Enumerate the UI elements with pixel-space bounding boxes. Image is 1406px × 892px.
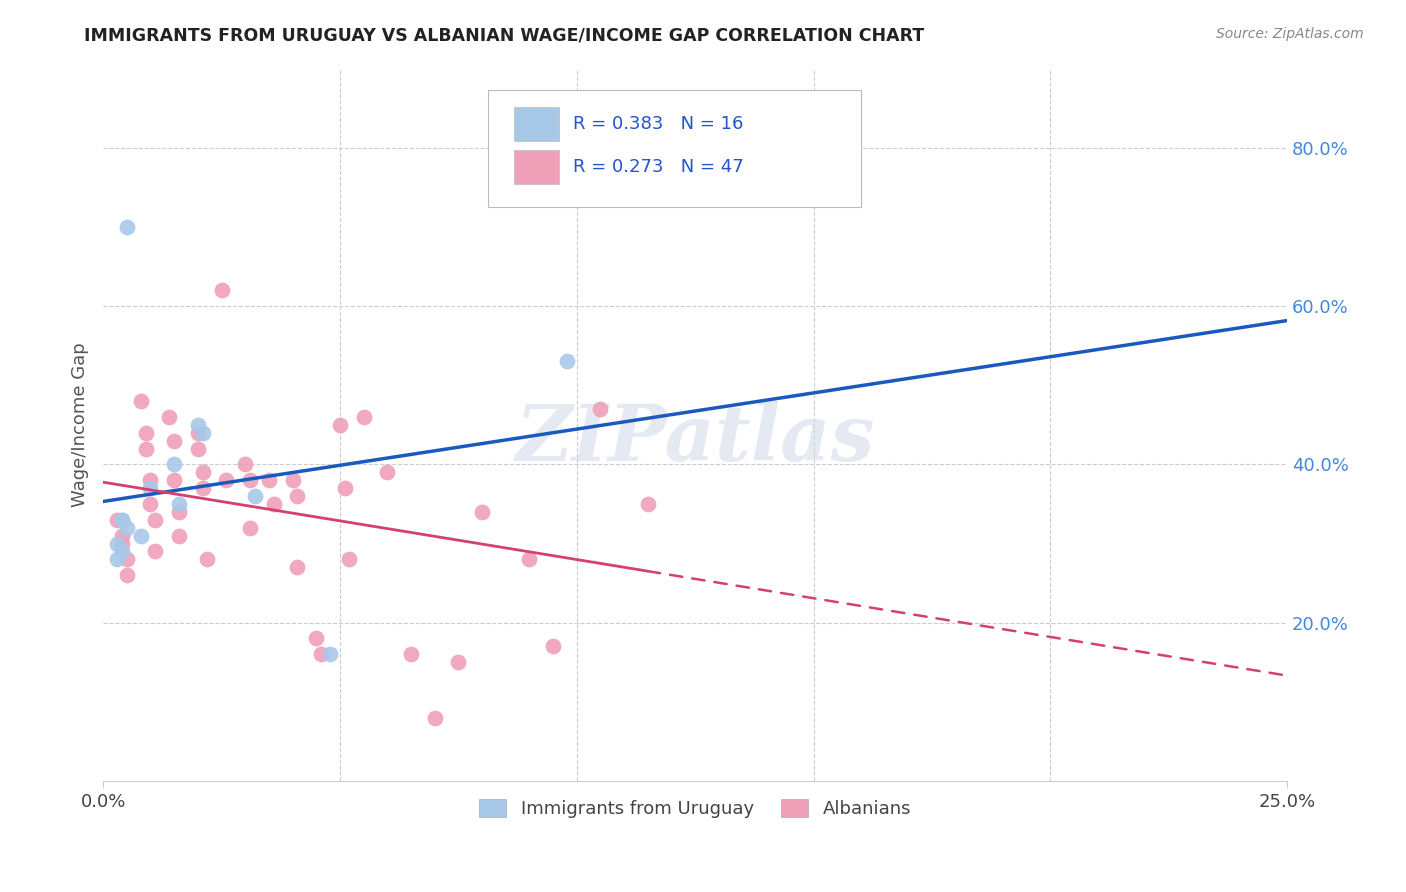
Point bbox=[111, 513, 134, 527]
Point bbox=[135, 425, 157, 440]
Point bbox=[163, 473, 186, 487]
Text: Source: ZipAtlas.com: Source: ZipAtlas.com bbox=[1216, 27, 1364, 41]
Point bbox=[319, 648, 342, 662]
Point bbox=[309, 648, 332, 662]
Point bbox=[187, 442, 209, 456]
Text: R = 0.273   N = 47: R = 0.273 N = 47 bbox=[574, 158, 744, 176]
Point bbox=[191, 465, 214, 479]
Point bbox=[187, 425, 209, 440]
Point bbox=[447, 655, 470, 669]
Point bbox=[139, 473, 162, 487]
Point bbox=[163, 458, 186, 472]
FancyBboxPatch shape bbox=[488, 90, 860, 208]
Point bbox=[375, 465, 398, 479]
Text: ZIPatlas: ZIPatlas bbox=[516, 401, 875, 477]
Point bbox=[191, 425, 214, 440]
Point bbox=[167, 528, 190, 542]
Point bbox=[399, 648, 422, 662]
Point bbox=[555, 354, 578, 368]
Point bbox=[353, 409, 375, 424]
FancyBboxPatch shape bbox=[515, 150, 560, 184]
Point bbox=[281, 473, 304, 487]
Point bbox=[211, 283, 233, 297]
Point bbox=[471, 505, 494, 519]
Point bbox=[129, 394, 152, 409]
FancyBboxPatch shape bbox=[515, 107, 560, 141]
Point bbox=[105, 536, 128, 550]
Point bbox=[129, 528, 152, 542]
Point bbox=[143, 513, 166, 527]
Point bbox=[195, 552, 218, 566]
Point bbox=[285, 489, 308, 503]
Point bbox=[115, 219, 138, 234]
Point bbox=[637, 497, 659, 511]
Point bbox=[135, 442, 157, 456]
Point bbox=[163, 434, 186, 448]
Point bbox=[111, 544, 134, 558]
Point bbox=[257, 473, 280, 487]
Point bbox=[589, 401, 612, 416]
Legend: Immigrants from Uruguay, Albanians: Immigrants from Uruguay, Albanians bbox=[472, 791, 918, 825]
Point bbox=[239, 473, 262, 487]
Point bbox=[305, 632, 328, 646]
Point bbox=[333, 481, 356, 495]
Point bbox=[541, 640, 564, 654]
Point bbox=[167, 497, 190, 511]
Point bbox=[111, 528, 134, 542]
Point bbox=[105, 513, 128, 527]
Point bbox=[239, 521, 262, 535]
Point bbox=[339, 552, 361, 566]
Point bbox=[111, 536, 134, 550]
Point bbox=[167, 505, 190, 519]
Point bbox=[115, 521, 138, 535]
Point bbox=[159, 409, 181, 424]
Point bbox=[263, 497, 285, 511]
Text: IMMIGRANTS FROM URUGUAY VS ALBANIAN WAGE/INCOME GAP CORRELATION CHART: IMMIGRANTS FROM URUGUAY VS ALBANIAN WAGE… bbox=[84, 27, 925, 45]
Point bbox=[187, 417, 209, 432]
Point bbox=[139, 481, 162, 495]
Point bbox=[115, 552, 138, 566]
Point bbox=[517, 552, 540, 566]
Point bbox=[191, 481, 214, 495]
Point bbox=[215, 473, 238, 487]
Point bbox=[329, 417, 352, 432]
Y-axis label: Wage/Income Gap: Wage/Income Gap bbox=[72, 343, 89, 508]
Point bbox=[143, 544, 166, 558]
Point bbox=[423, 711, 446, 725]
Point bbox=[233, 458, 256, 472]
Point bbox=[115, 568, 138, 582]
Point bbox=[139, 497, 162, 511]
Point bbox=[105, 552, 128, 566]
Text: R = 0.383   N = 16: R = 0.383 N = 16 bbox=[574, 115, 744, 133]
Point bbox=[285, 560, 308, 574]
Point bbox=[111, 513, 134, 527]
Point bbox=[243, 489, 266, 503]
